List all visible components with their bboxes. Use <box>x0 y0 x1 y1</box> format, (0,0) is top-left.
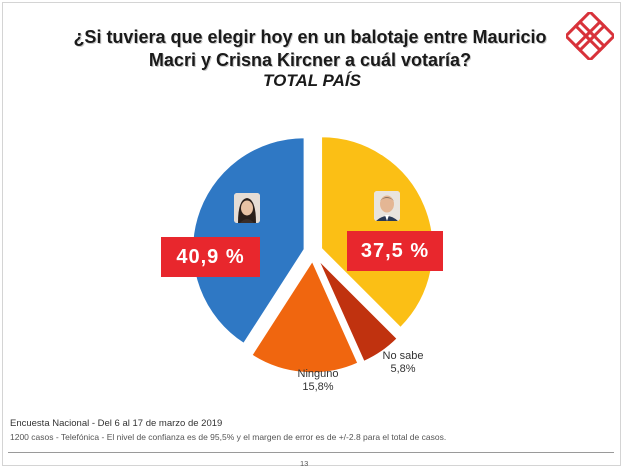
interlocking-squares-logo-icon <box>566 12 614 60</box>
footer-divider <box>8 452 614 453</box>
pie-slice-no-sabe <box>317 258 399 363</box>
candidate-photo-man-icon <box>374 191 400 221</box>
slice-label-no-sabe: No sabe 5,8% <box>382 350 424 375</box>
survey-note: 1200 casos - Telefónica - El nivel de co… <box>10 432 447 442</box>
survey-source: Encuesta Nacional - Del 6 al 17 de marzo… <box>10 418 223 429</box>
slice-label-ninguno: Ninguno 15,8% <box>297 368 339 393</box>
data-label-slice-1: 40,9 % <box>161 237 260 277</box>
slide-frame <box>2 2 621 466</box>
chart-subtitle: TOTAL PAÍS <box>263 71 361 90</box>
candidate-photo-woman-icon <box>234 193 260 223</box>
pie-slice-ninguno <box>250 259 360 374</box>
page-number: 13 <box>300 459 309 468</box>
chart-title: ¿Si tuviera que elegir hoy en un balotaj… <box>73 27 547 70</box>
data-label-slice-2: 37,5 % <box>347 231 443 271</box>
